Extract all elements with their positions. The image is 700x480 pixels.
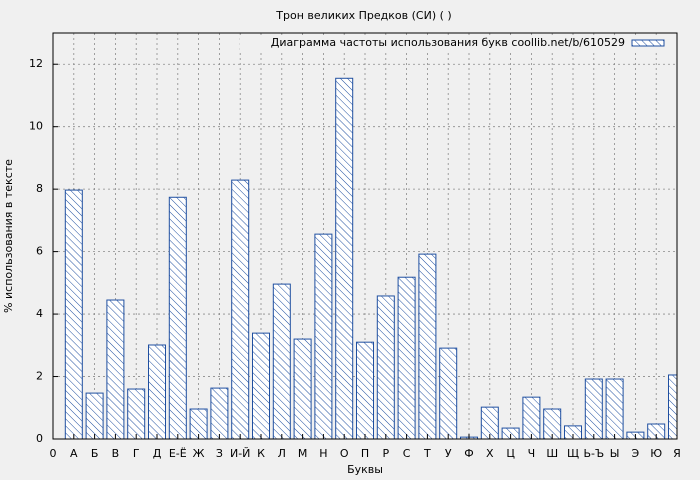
legend-bg xyxy=(240,35,670,51)
bar xyxy=(376,295,395,440)
bar xyxy=(356,341,374,440)
x-tick-label: Х xyxy=(486,447,494,460)
bar xyxy=(335,77,354,440)
x-tick-label: Ю xyxy=(650,447,662,460)
x-tick-label: У xyxy=(445,447,452,460)
bar xyxy=(168,196,187,440)
x-tick-label: А xyxy=(70,447,78,460)
x-tick-label: Н xyxy=(319,447,327,460)
chart-title: Трон великих Предков (СИ) ( ) xyxy=(275,9,451,22)
x-tick-label: М xyxy=(298,447,308,460)
bar xyxy=(397,276,416,440)
bar xyxy=(231,179,250,440)
x-tick-label: Ы xyxy=(610,447,620,460)
bar xyxy=(522,396,541,440)
y-tick-label: 12 xyxy=(29,57,43,70)
bar xyxy=(85,392,104,440)
bar xyxy=(272,283,291,440)
x-tick-label: Э xyxy=(632,447,640,460)
x-tick-label: Е-Ё xyxy=(169,447,187,460)
y-axis-label: % использования в тексте xyxy=(2,159,15,313)
y-tick-label: 6 xyxy=(36,245,43,258)
y-tick-label: 2 xyxy=(36,370,43,383)
bar xyxy=(584,378,603,440)
x-tick-label: Т xyxy=(423,447,431,460)
x-tick-label: Ь-Ъ xyxy=(583,447,604,460)
bar xyxy=(127,388,146,440)
bar xyxy=(148,344,166,440)
x-tick-label: Г xyxy=(133,447,140,460)
x-tick-label: И-Й xyxy=(230,447,250,460)
x-tick-label: Р xyxy=(382,447,389,460)
bar xyxy=(64,189,83,440)
x-tick-label: Л xyxy=(278,447,286,460)
x-tick-label: Я xyxy=(673,447,681,460)
bar xyxy=(418,253,437,440)
legend-swatch xyxy=(631,39,665,47)
x-tick-label: З xyxy=(216,447,223,460)
bar xyxy=(210,387,229,440)
legend-label: Диаграмма частоты использования букв coo… xyxy=(271,36,625,49)
x-tick-label: Щ xyxy=(567,447,579,460)
bar xyxy=(668,374,677,440)
bar xyxy=(314,233,333,440)
y-tick-label: 10 xyxy=(29,120,43,133)
x-tick-label: С xyxy=(403,447,411,460)
x-tick-label: Ш xyxy=(546,447,558,460)
x-tick-label: Д xyxy=(153,447,162,460)
bar xyxy=(252,332,270,440)
x-tick-label: В xyxy=(112,447,120,460)
x-tick-label: Ф xyxy=(464,447,473,460)
x-tick-label: К xyxy=(257,447,265,460)
y-tick-label: 8 xyxy=(36,182,43,195)
bars xyxy=(64,77,677,440)
x-tick-label: Б xyxy=(91,447,99,460)
x-axis-label: Буквы xyxy=(347,463,383,476)
x-tick-label: Ц xyxy=(506,447,515,460)
x-tick-label: П xyxy=(361,447,369,460)
x-tick-label: 0 xyxy=(50,447,57,460)
x-tick-label: Ч xyxy=(528,447,536,460)
y-tick-label: 4 xyxy=(36,307,43,320)
bar xyxy=(605,378,624,440)
plot-border xyxy=(52,32,678,440)
bar xyxy=(293,338,312,440)
x-tick-label: О xyxy=(340,447,349,460)
bar xyxy=(439,347,458,440)
bar xyxy=(106,299,125,440)
x-tick-label: Ж xyxy=(193,447,205,460)
y-tick-label: 0 xyxy=(36,432,43,445)
